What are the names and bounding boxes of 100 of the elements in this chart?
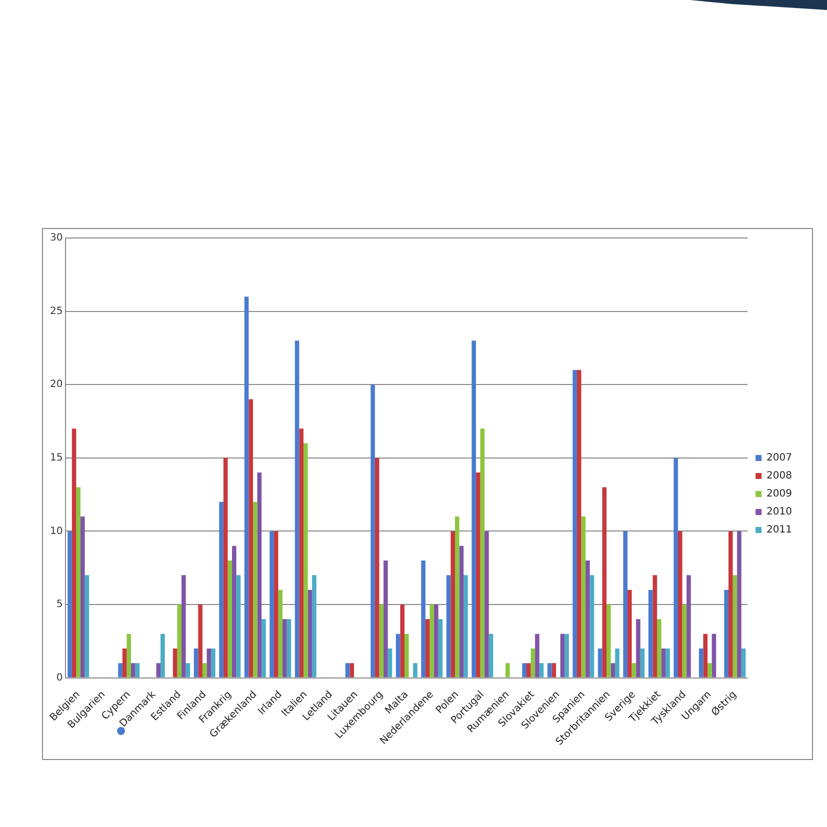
bar <box>198 604 202 678</box>
bar <box>172 648 178 678</box>
bar <box>552 663 556 678</box>
bar <box>303 443 308 678</box>
bar <box>396 634 400 678</box>
legend-label: 2011 <box>766 524 792 536</box>
bar <box>476 472 480 678</box>
bar <box>206 648 212 678</box>
bar <box>666 648 670 678</box>
bar <box>232 546 236 678</box>
bar <box>674 458 678 678</box>
bar <box>728 531 733 678</box>
bar <box>404 634 409 678</box>
bar <box>370 384 375 678</box>
y-tick-label: 15 <box>50 452 63 464</box>
bar <box>211 648 216 678</box>
bar <box>732 575 738 678</box>
bar <box>506 663 510 678</box>
bar <box>606 604 611 678</box>
bar <box>627 590 632 678</box>
bar <box>156 663 161 678</box>
bar <box>430 604 434 678</box>
bar <box>535 634 540 678</box>
bar <box>560 634 565 678</box>
bar <box>379 604 384 678</box>
bar <box>703 634 708 678</box>
bar <box>530 648 536 678</box>
bar <box>602 487 607 678</box>
bar <box>262 619 266 678</box>
bar <box>252 502 258 678</box>
bar <box>632 663 636 678</box>
bar <box>135 663 140 678</box>
bar <box>741 648 746 678</box>
bar <box>274 531 278 678</box>
bar <box>384 560 388 678</box>
bar <box>698 648 704 678</box>
bar <box>228 560 232 678</box>
bar <box>615 648 620 678</box>
bar <box>464 575 468 678</box>
bar <box>572 370 577 678</box>
bar <box>282 619 287 678</box>
bar <box>68 531 72 678</box>
bar <box>446 575 451 678</box>
bar <box>294 340 300 678</box>
legend-label: 2007 <box>766 452 792 464</box>
bar <box>581 516 586 678</box>
bar <box>126 634 132 678</box>
bar <box>308 590 312 678</box>
bar <box>598 648 602 678</box>
bar <box>72 428 76 678</box>
bar <box>712 634 716 678</box>
bar <box>244 296 249 678</box>
bar <box>248 399 253 678</box>
bar <box>160 634 165 678</box>
bar <box>122 648 127 678</box>
bar <box>686 575 691 678</box>
bar <box>257 472 262 678</box>
bar <box>76 487 80 678</box>
bar <box>450 531 455 678</box>
bar <box>590 575 594 678</box>
bar <box>177 604 182 678</box>
legend-label: 2010 <box>766 506 792 518</box>
bar <box>202 663 207 678</box>
bar <box>312 575 316 678</box>
bar <box>350 663 354 678</box>
legend-label: 2008 <box>766 470 792 482</box>
bar <box>421 560 426 678</box>
bar <box>522 663 526 678</box>
bar <box>345 663 350 678</box>
bar <box>194 648 198 678</box>
bar <box>480 428 485 678</box>
bar <box>278 590 283 678</box>
legend-label: 2009 <box>766 488 792 500</box>
bar <box>413 663 418 678</box>
bar <box>737 531 742 678</box>
bar <box>576 370 582 678</box>
bar <box>236 575 241 678</box>
bar <box>484 531 489 678</box>
bar <box>724 590 728 678</box>
bar <box>610 663 616 678</box>
bar <box>299 428 304 678</box>
bar <box>270 531 274 678</box>
bar <box>400 604 404 678</box>
bar <box>438 619 443 678</box>
y-tick-label: 0 <box>56 672 63 684</box>
bar <box>80 516 85 678</box>
bar <box>434 604 438 678</box>
bar <box>182 575 186 678</box>
bar <box>623 531 628 678</box>
bar <box>223 458 228 678</box>
bar <box>678 531 682 678</box>
bar <box>661 648 666 678</box>
bar <box>636 619 640 678</box>
bar <box>488 634 494 678</box>
bar <box>388 648 392 678</box>
bar <box>84 575 90 678</box>
bar <box>539 663 544 678</box>
bar <box>652 575 658 678</box>
bar <box>454 516 460 678</box>
bar <box>648 590 653 678</box>
